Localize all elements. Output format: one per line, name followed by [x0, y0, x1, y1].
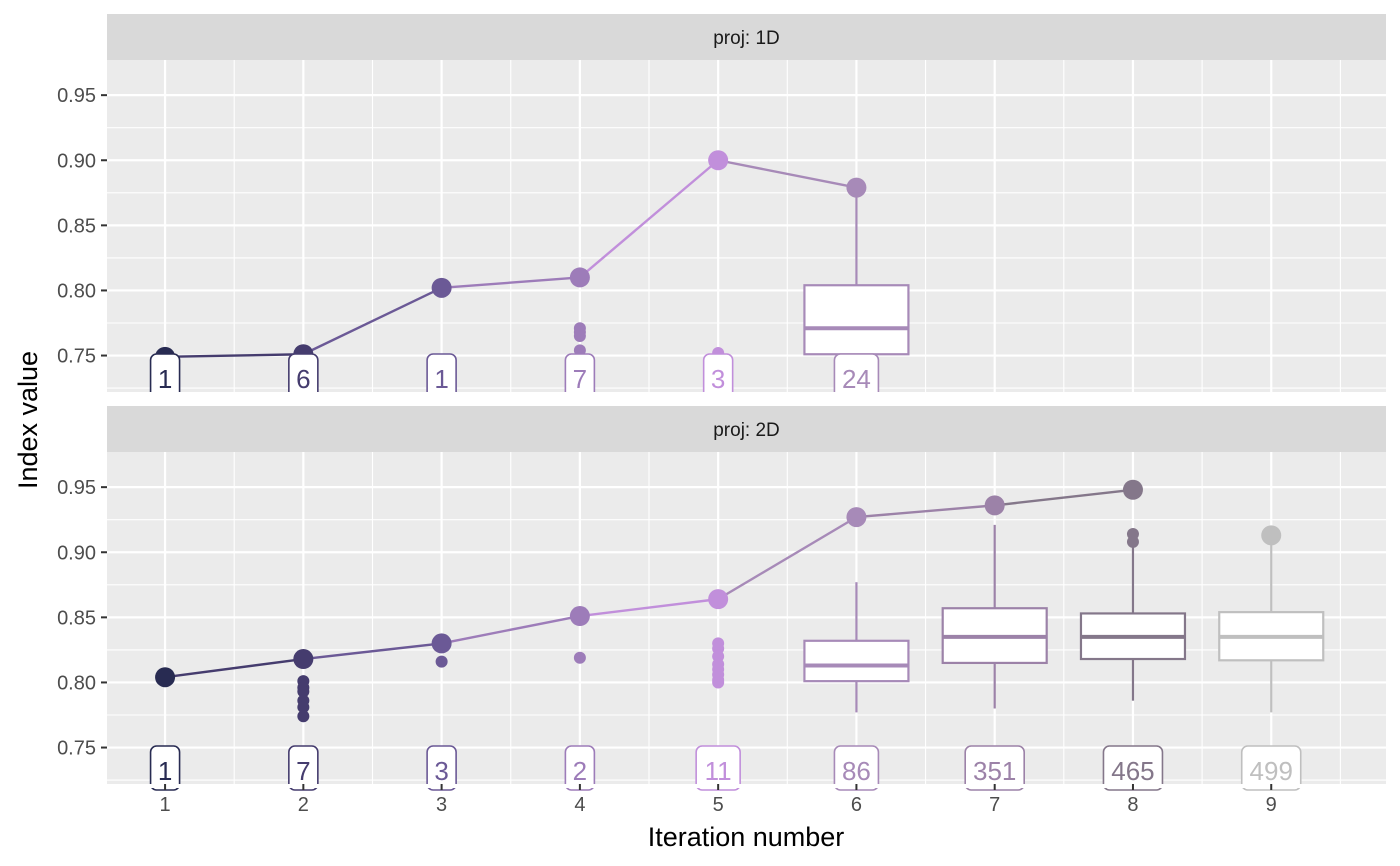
x-tick-label: 2 [298, 794, 309, 816]
count-label: 24 [842, 364, 871, 394]
x-tick-label: 1 [160, 794, 171, 816]
y-tick-label: 0.85 [57, 215, 96, 237]
best-line-segment [717, 516, 858, 601]
data-point [297, 685, 310, 698]
count-label: 1 [158, 756, 172, 786]
count-label: 2 [573, 756, 587, 786]
facet-strip-label: proj: 2D [713, 420, 780, 441]
y-tick-label: 0.90 [57, 542, 96, 564]
best-point [293, 649, 314, 670]
best-line-segment [856, 504, 995, 519]
count-label: 11 [705, 756, 732, 786]
count-label: 351 [973, 756, 1016, 786]
x-tick-label: 6 [851, 794, 862, 816]
best-point [984, 495, 1005, 516]
y-tick-label: 0.85 [57, 607, 96, 629]
x-tick-label: 3 [436, 794, 447, 816]
best-line-segment [441, 614, 581, 645]
x-tick-label: 8 [1127, 794, 1138, 816]
y-tick-label: 0.75 [57, 346, 96, 368]
y-tick-label: 0.80 [57, 280, 96, 302]
data-point [435, 655, 448, 668]
y-tick-label: 0.95 [57, 477, 96, 499]
data-point [1261, 525, 1282, 546]
best-point [708, 150, 729, 171]
y-tick-label: 0.95 [57, 85, 96, 107]
best-line-segment [302, 286, 443, 356]
count-label: 1 [158, 364, 172, 394]
x-tick-label: 9 [1266, 794, 1277, 816]
best-point [431, 277, 452, 298]
best-line-segment [579, 159, 719, 279]
box-body [803, 284, 910, 356]
x-axis-title: Iteration number [648, 822, 845, 852]
x-tick-label: 5 [713, 794, 724, 816]
count-label: 3 [434, 756, 448, 786]
best-point [1122, 479, 1143, 500]
best-point [846, 507, 867, 528]
y-tick-label: 0.75 [57, 738, 96, 760]
data-point [1126, 535, 1139, 548]
count-label: 465 [1111, 756, 1154, 786]
best-line-segment [164, 657, 304, 679]
count-label: 1 [434, 364, 448, 394]
y-axis-title: Index value [13, 351, 43, 489]
data-point [573, 330, 586, 343]
data-point [297, 710, 310, 723]
best-point [569, 267, 590, 288]
y-tick-label: 0.90 [57, 150, 96, 172]
box-body [803, 639, 910, 683]
best-point [846, 177, 867, 198]
facet-panel-1: proj: 1D 0.75 0.80 0.85 0.90 0.95 1 6 1 7 3 24 [57, 14, 1386, 406]
facet-panel-2: proj: 2D 0.75 0.80 0.85 0.90 0.95 1 7 3 2 11 86 351 4… [57, 406, 1386, 791]
best-point [431, 633, 452, 654]
panel-clip-mask [107, 392, 1386, 406]
count-label: 7 [573, 364, 587, 394]
facet-strip [107, 14, 1386, 60]
count-label: 499 [1250, 756, 1293, 786]
count-label: 3 [711, 364, 725, 394]
best-point [155, 667, 176, 688]
count-label: 86 [842, 756, 871, 786]
data-point [712, 676, 725, 689]
best-line-segment [579, 597, 719, 618]
panel-clip-mask [107, 784, 1386, 788]
best-point [569, 606, 590, 627]
facet-strip [107, 406, 1386, 452]
best-line-segment [441, 276, 580, 290]
facet-strip-label: proj: 1D [713, 28, 780, 49]
best-line-segment [994, 488, 1134, 507]
best-line-segment [717, 159, 857, 189]
count-label: 7 [296, 756, 310, 786]
data-point [573, 651, 586, 664]
best-line-segment [165, 353, 304, 359]
x-tick-label: 7 [989, 794, 1000, 816]
x-tick-label: 4 [574, 794, 585, 816]
data-point [297, 701, 310, 714]
y-tick-label: 0.80 [57, 672, 96, 694]
best-line-segment [303, 642, 442, 661]
count-label: 6 [296, 364, 310, 394]
best-point [708, 589, 729, 610]
